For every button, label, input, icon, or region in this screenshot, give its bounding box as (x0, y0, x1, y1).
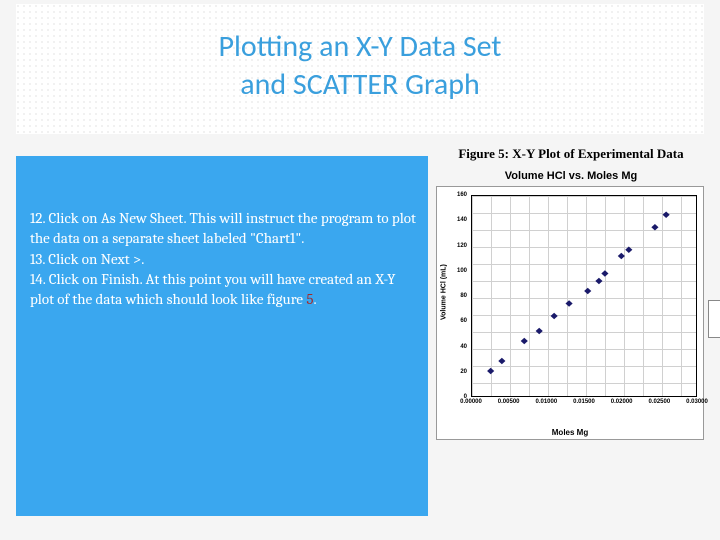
y-ticks: 020406080100120140160 (451, 195, 469, 397)
data-point (521, 338, 528, 344)
instructions-panel: 12. Click on As New Sheet. This will ins… (16, 156, 428, 516)
x-ticks: 0.000000.005000.010000.015000.020000.025… (471, 399, 697, 413)
data-point (663, 212, 670, 218)
chart-title: Volume HCl vs. Moles Mg (436, 170, 706, 182)
chart-frame: Volume HCl (mL) 020406080100120140160 0.… (436, 186, 704, 440)
legend-stub (708, 300, 720, 338)
data-point (487, 368, 494, 374)
x-axis-label: Moles Mg (437, 428, 703, 437)
step14-text-b: . (314, 290, 317, 308)
data-point (651, 224, 658, 230)
title-line-2: and SCATTER Graph (240, 66, 480, 103)
data-point (584, 288, 591, 294)
data-point (565, 300, 572, 306)
y-tick-label: 160 (457, 192, 467, 198)
step14-figure-number: 5 (306, 290, 313, 308)
data-point (625, 247, 632, 253)
y-axis-label: Volume HCl (mL) (441, 306, 448, 320)
y-tick-label: 80 (460, 293, 467, 299)
data-point (595, 278, 602, 284)
instruction-step-12: 12. Click on As New Sheet. This will ins… (30, 208, 416, 249)
y-tick-label: 140 (457, 217, 467, 223)
data-point (498, 358, 505, 364)
instruction-step-14: 14. Click on Finish. At this point you w… (30, 269, 416, 310)
data-point (536, 328, 543, 334)
y-tick-label: 20 (460, 369, 467, 375)
y-tick-label: 60 (460, 318, 467, 324)
x-tick-label: 0.00500 (498, 399, 520, 405)
figure-caption: Figure 5: X-Y Plot of Experimental Data (436, 146, 706, 162)
title-line-1: Plotting an X-Y Data Set (219, 28, 502, 65)
chart-area: Figure 5: X-Y Plot of Experimental Data … (436, 146, 706, 440)
page-title: Plotting an X-Y Data Set and SCATTER Gra… (16, 4, 704, 103)
data-point (601, 270, 608, 276)
header-band: Plotting an X-Y Data Set and SCATTER Gra… (16, 4, 704, 134)
instruction-step-13: 13. Click on Next >. (30, 249, 416, 269)
x-tick-label: 0.01500 (573, 399, 595, 405)
x-tick-label: 0.01000 (535, 399, 557, 405)
y-tick-label: 120 (457, 243, 467, 249)
y-tick-label: 40 (460, 344, 467, 350)
x-tick-label: 0.03000 (686, 399, 708, 405)
scatter-svg (472, 196, 696, 396)
y-tick-label: 100 (457, 268, 467, 274)
x-tick-label: 0.02500 (648, 399, 670, 405)
x-tick-label: 0.02000 (611, 399, 633, 405)
data-point (618, 253, 625, 259)
x-tick-label: 0.00000 (460, 399, 482, 405)
data-point (551, 313, 558, 319)
step14-text-a: 14. Click on Finish. At this point you w… (30, 270, 395, 308)
plot-region (471, 195, 697, 397)
